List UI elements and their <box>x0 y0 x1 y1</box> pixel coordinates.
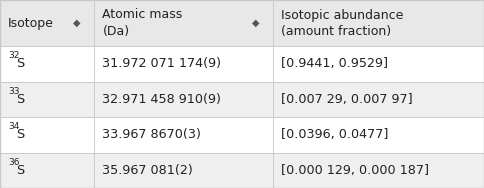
Bar <box>94 117 273 152</box>
Bar <box>94 0 273 46</box>
Text: 33.967 8670(3): 33.967 8670(3) <box>103 128 201 141</box>
Bar <box>94 82 273 117</box>
Bar <box>273 117 484 152</box>
Bar <box>0 152 94 188</box>
Text: 32: 32 <box>8 51 19 60</box>
Bar <box>94 46 273 82</box>
Text: 34: 34 <box>8 122 19 131</box>
Text: Atomic mass
(Da): Atomic mass (Da) <box>103 8 182 37</box>
Bar <box>0 0 94 46</box>
Text: Isotopic abundance
(amount fraction): Isotopic abundance (amount fraction) <box>282 8 404 37</box>
Text: ◆: ◆ <box>252 18 259 28</box>
Bar <box>273 152 484 188</box>
Text: 35.967 081(2): 35.967 081(2) <box>103 164 193 177</box>
Text: 32.971 458 910(9): 32.971 458 910(9) <box>103 93 221 106</box>
Text: [0.007 29, 0.007 97]: [0.007 29, 0.007 97] <box>282 93 413 106</box>
Text: [0.0396, 0.0477]: [0.0396, 0.0477] <box>282 128 389 141</box>
Text: [0.9441, 0.9529]: [0.9441, 0.9529] <box>282 57 389 70</box>
Bar <box>94 152 273 188</box>
Text: Isotope: Isotope <box>8 17 54 30</box>
Bar <box>0 82 94 117</box>
Text: 31.972 071 174(9): 31.972 071 174(9) <box>103 57 221 70</box>
Text: S: S <box>16 93 25 106</box>
Text: 33: 33 <box>8 87 19 96</box>
Bar <box>273 82 484 117</box>
Text: 36: 36 <box>8 158 19 167</box>
Bar <box>273 46 484 82</box>
Bar <box>0 117 94 152</box>
Text: S: S <box>16 57 25 70</box>
Text: [0.000 129, 0.000 187]: [0.000 129, 0.000 187] <box>282 164 429 177</box>
Bar <box>0 46 94 82</box>
Text: S: S <box>16 164 25 177</box>
Bar <box>273 0 484 46</box>
Text: S: S <box>16 128 25 141</box>
Text: ◆: ◆ <box>73 18 80 28</box>
